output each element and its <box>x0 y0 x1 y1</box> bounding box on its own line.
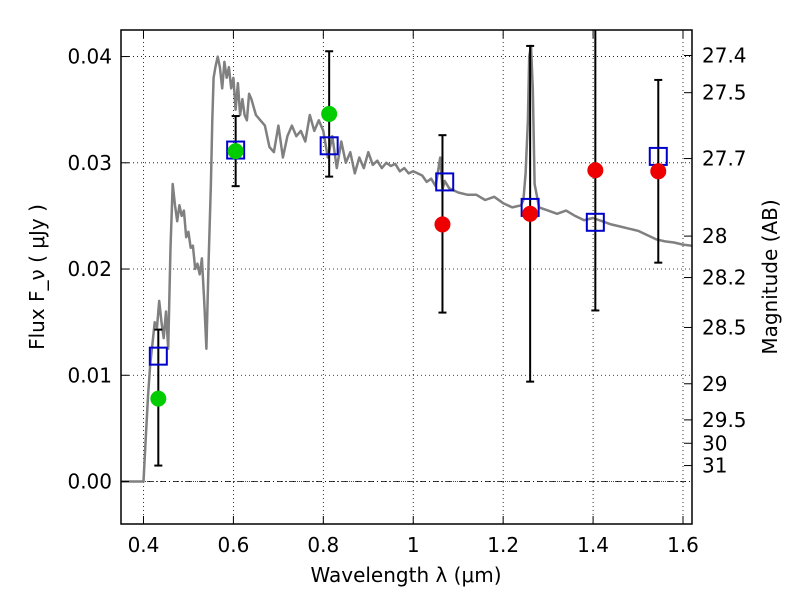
y-tick-label: 0.04 <box>67 45 112 69</box>
model-square-marker <box>585 212 605 232</box>
x-axis-label: Wavelength λ (μm) <box>310 563 501 587</box>
red-point-marker <box>434 216 451 233</box>
model-square-marker <box>148 346 168 366</box>
y2-tick-label: 28.2 <box>702 266 747 290</box>
x-tick-label: 1 <box>407 533 420 557</box>
red-point-marker <box>650 163 667 180</box>
x-axis-ticks: 0.4 0.6 0.8 1 1.2 1.4 1.6 <box>128 30 699 557</box>
y-axis-ticks: 0.00 0.01 0.02 0.03 0.04 <box>67 45 129 494</box>
green-point-marker <box>227 143 244 160</box>
y-tick-label: 0.03 <box>67 151 112 175</box>
x-tick-label: 0.4 <box>128 533 160 557</box>
green-point-marker <box>321 105 338 122</box>
x-tick-label: 1.2 <box>487 533 519 557</box>
y2-tick-label: 31 <box>702 454 727 478</box>
y2-tick-label: 27.5 <box>702 81 747 105</box>
y-tick-label: 0.02 <box>67 257 112 281</box>
y2-tick-label: 29 <box>702 372 727 396</box>
y-axis-label: Flux F_ν ( μJy ) <box>25 204 49 350</box>
x-tick-label: 0.6 <box>217 533 249 557</box>
red-point-marker <box>522 205 539 222</box>
template-spectrum <box>121 44 692 483</box>
green-point-marker <box>150 390 167 407</box>
y2-tick-label: 29.5 <box>702 408 747 432</box>
data-markers <box>148 105 668 407</box>
y2-axis-label: Magnitude (AB) <box>758 199 782 354</box>
plot-frame <box>120 29 693 525</box>
y2-tick-label: 30 <box>702 431 727 455</box>
y2-tick-label: 28.5 <box>702 315 747 339</box>
y2-tick-label: 28 <box>702 224 727 248</box>
y-tick-label: 0.01 <box>67 363 112 387</box>
x-tick-label: 1.6 <box>667 533 699 557</box>
template-spectrum-line <box>121 44 692 483</box>
model-square-marker <box>435 172 455 192</box>
y2-tick-label: 27.7 <box>702 147 747 171</box>
x-tick-label: 0.8 <box>307 533 339 557</box>
y-tick-label: 0.00 <box>67 470 112 494</box>
x-tick-label: 1.4 <box>577 533 609 557</box>
plot-background <box>121 30 692 524</box>
y2-tick-label: 27.4 <box>702 43 747 67</box>
model-square-marker <box>319 136 339 156</box>
red-point-marker <box>587 162 604 179</box>
